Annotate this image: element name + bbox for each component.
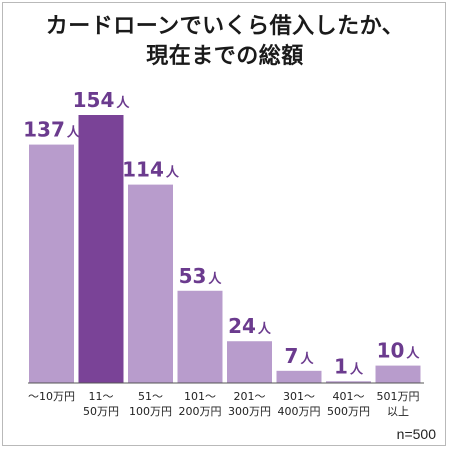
bar-value-label: 137 人 (23, 118, 81, 142)
category-tick-label: ～10万円 (28, 390, 75, 403)
bar (78, 115, 124, 383)
category-tick-label: 11～ (89, 390, 114, 403)
bar (227, 341, 272, 383)
bar (29, 144, 74, 383)
sample-size-note: n=500 (396, 426, 436, 442)
bar (326, 381, 371, 383)
chart-title-line-1: カードローンでいくら借入したか、 (45, 14, 405, 39)
category-tick-label: 501万円 (377, 390, 420, 403)
category-tick-label: 101～ (184, 390, 216, 403)
bar (276, 370, 322, 383)
chart-title-line-2: 現在までの総額 (146, 44, 304, 69)
bar-value-label: 154 人 (73, 88, 131, 112)
bar (375, 365, 421, 383)
category-tick-label: 300万円 (228, 405, 271, 418)
category-tick-label: 50万円 (83, 405, 119, 418)
bar (177, 290, 223, 383)
category-tick-label: 400万円 (278, 405, 321, 418)
category-tick-label: 200万円 (179, 405, 222, 418)
category-tick-label: 51～ (138, 390, 163, 403)
bar-value-label: 53 人 (179, 264, 223, 288)
category-tick-label: 以上 (387, 405, 409, 418)
chart-frame (2, 2, 446, 446)
bar-value-label: 24 人 (228, 314, 272, 338)
bar-value-label: 114 人 (122, 158, 180, 182)
category-tick-label: 500万円 (327, 405, 370, 418)
bar (128, 184, 173, 383)
category-tick-label: 301～ (283, 390, 315, 403)
bar-value-label: 10 人 (377, 339, 421, 363)
chart-title: カードローンでいくら借入したか、 現在までの総額 (0, 12, 450, 72)
category-tick-label: 201～ (234, 390, 266, 403)
category-tick-label: 100万円 (129, 405, 172, 418)
category-tick-label: 401～ (333, 390, 365, 403)
